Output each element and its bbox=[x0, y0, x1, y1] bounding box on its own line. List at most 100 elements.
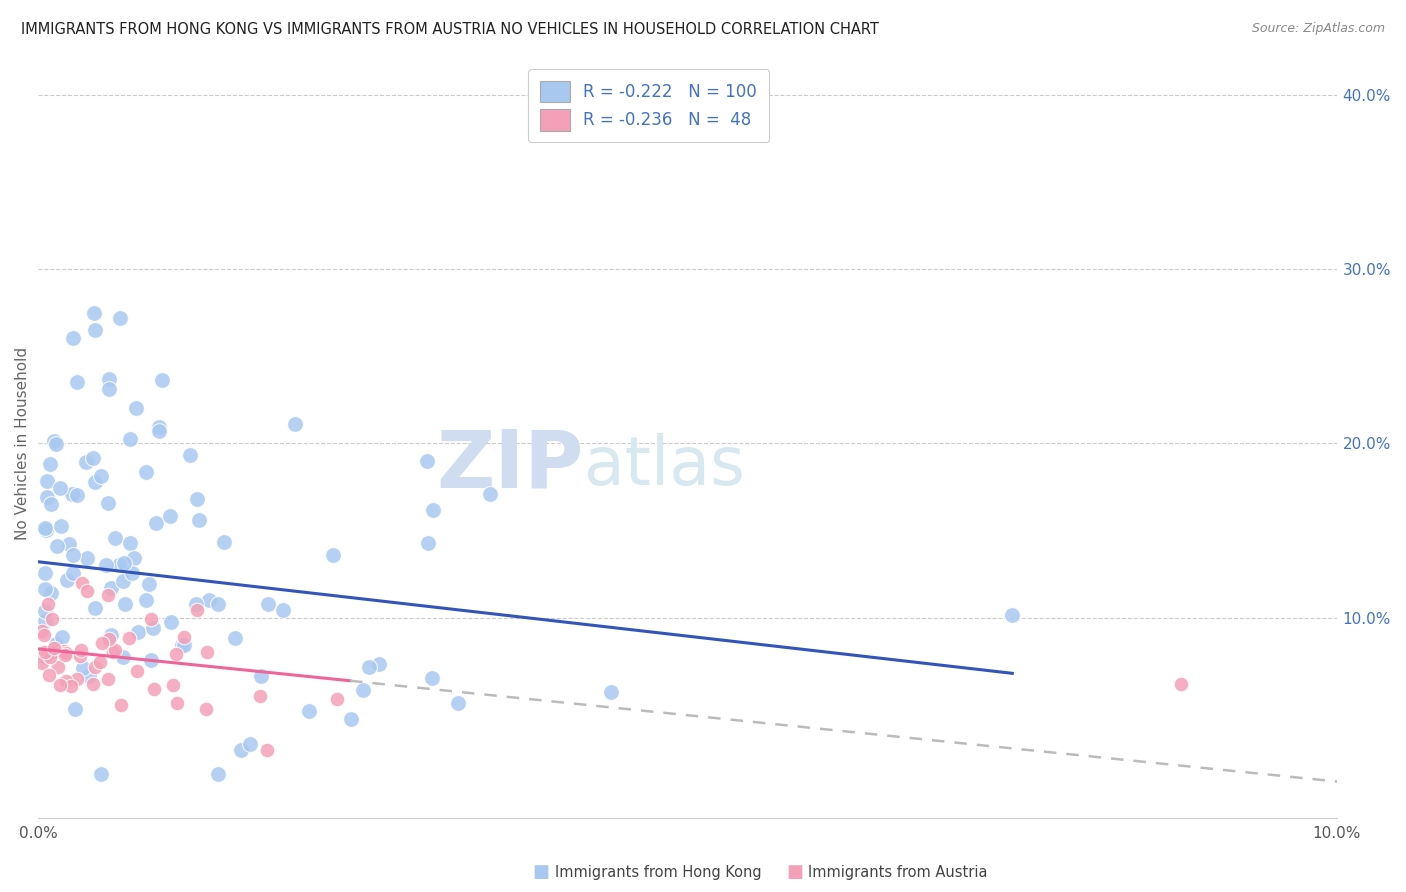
Point bbox=[207, 597, 229, 611]
Point bbox=[41, 645, 63, 659]
Point bbox=[239, 737, 262, 751]
Point bbox=[148, 424, 170, 438]
Point bbox=[34, 615, 56, 629]
Point bbox=[60, 486, 83, 500]
Point bbox=[83, 305, 105, 319]
Point bbox=[125, 664, 148, 678]
Point bbox=[186, 492, 208, 507]
Point bbox=[298, 704, 321, 718]
Point bbox=[159, 509, 181, 524]
Point bbox=[229, 743, 252, 757]
Point bbox=[150, 374, 173, 388]
Point bbox=[39, 650, 62, 665]
Point bbox=[66, 672, 89, 686]
Point bbox=[37, 598, 59, 612]
Point bbox=[48, 482, 70, 496]
Point bbox=[31, 624, 53, 638]
Point bbox=[141, 612, 163, 626]
Point bbox=[44, 434, 66, 448]
Point bbox=[135, 466, 157, 480]
Point bbox=[326, 692, 349, 706]
Point bbox=[1001, 607, 1024, 622]
Point bbox=[60, 679, 83, 693]
Point bbox=[34, 604, 56, 618]
Point bbox=[96, 588, 118, 602]
Point bbox=[39, 586, 62, 600]
Text: Immigrants from Austria: Immigrants from Austria bbox=[808, 865, 988, 880]
Text: ZIP: ZIP bbox=[436, 426, 583, 505]
Point bbox=[97, 496, 120, 510]
Point bbox=[212, 535, 235, 549]
Point bbox=[39, 457, 62, 471]
Point bbox=[250, 669, 273, 683]
Point bbox=[76, 583, 98, 598]
Point bbox=[38, 667, 60, 681]
Point bbox=[416, 453, 439, 467]
Point bbox=[62, 331, 84, 345]
Point bbox=[97, 372, 120, 386]
Point bbox=[120, 536, 142, 550]
Point bbox=[90, 469, 112, 483]
Point bbox=[422, 502, 444, 516]
Point bbox=[46, 660, 69, 674]
Point bbox=[34, 582, 56, 597]
Point bbox=[179, 448, 201, 462]
Point bbox=[195, 645, 218, 659]
Point bbox=[70, 643, 93, 657]
Point bbox=[100, 581, 122, 595]
Point bbox=[172, 638, 194, 652]
Point bbox=[107, 558, 129, 573]
Point bbox=[160, 615, 183, 629]
Point bbox=[75, 455, 97, 469]
Point bbox=[173, 638, 195, 652]
Point bbox=[148, 419, 170, 434]
Point bbox=[1170, 677, 1192, 691]
Point bbox=[34, 645, 56, 659]
Point bbox=[416, 536, 439, 550]
Text: Immigrants from Hong Kong: Immigrants from Hong Kong bbox=[555, 865, 762, 880]
Point bbox=[195, 701, 218, 715]
Point bbox=[53, 644, 76, 658]
Point bbox=[39, 497, 62, 511]
Point bbox=[69, 648, 91, 663]
Point bbox=[249, 690, 271, 704]
Point bbox=[37, 648, 59, 662]
Point bbox=[66, 375, 89, 389]
Point bbox=[51, 630, 73, 644]
Point bbox=[135, 593, 157, 607]
Point bbox=[104, 643, 127, 657]
Point bbox=[165, 647, 187, 661]
Point bbox=[118, 432, 141, 446]
Point bbox=[45, 539, 67, 553]
Point bbox=[84, 323, 107, 337]
Point bbox=[31, 657, 53, 671]
Point bbox=[83, 600, 105, 615]
Point bbox=[368, 657, 391, 671]
Point bbox=[447, 696, 470, 710]
Point bbox=[98, 632, 121, 647]
Point bbox=[34, 521, 56, 535]
Point bbox=[284, 417, 307, 432]
Text: IMMIGRANTS FROM HONG KONG VS IMMIGRANTS FROM AUSTRIA NO VEHICLES IN HOUSEHOLD CO: IMMIGRANTS FROM HONG KONG VS IMMIGRANTS … bbox=[21, 22, 879, 37]
Point bbox=[125, 401, 148, 416]
Point bbox=[224, 631, 246, 645]
Point bbox=[145, 516, 167, 530]
Point bbox=[76, 550, 98, 565]
Text: ■: ■ bbox=[786, 863, 803, 881]
Point bbox=[89, 655, 111, 669]
Point bbox=[34, 650, 56, 665]
Y-axis label: No Vehicles in Household: No Vehicles in Household bbox=[15, 347, 30, 540]
Point bbox=[121, 566, 143, 580]
Point bbox=[32, 628, 55, 642]
Point bbox=[104, 531, 127, 545]
Point bbox=[56, 573, 79, 587]
Point bbox=[479, 487, 502, 501]
Point bbox=[62, 549, 84, 563]
Point bbox=[45, 437, 67, 451]
Point bbox=[122, 550, 145, 565]
Text: atlas: atlas bbox=[583, 433, 745, 499]
Point bbox=[138, 577, 160, 591]
Point bbox=[162, 678, 184, 692]
Point bbox=[90, 636, 112, 650]
Point bbox=[143, 682, 166, 697]
